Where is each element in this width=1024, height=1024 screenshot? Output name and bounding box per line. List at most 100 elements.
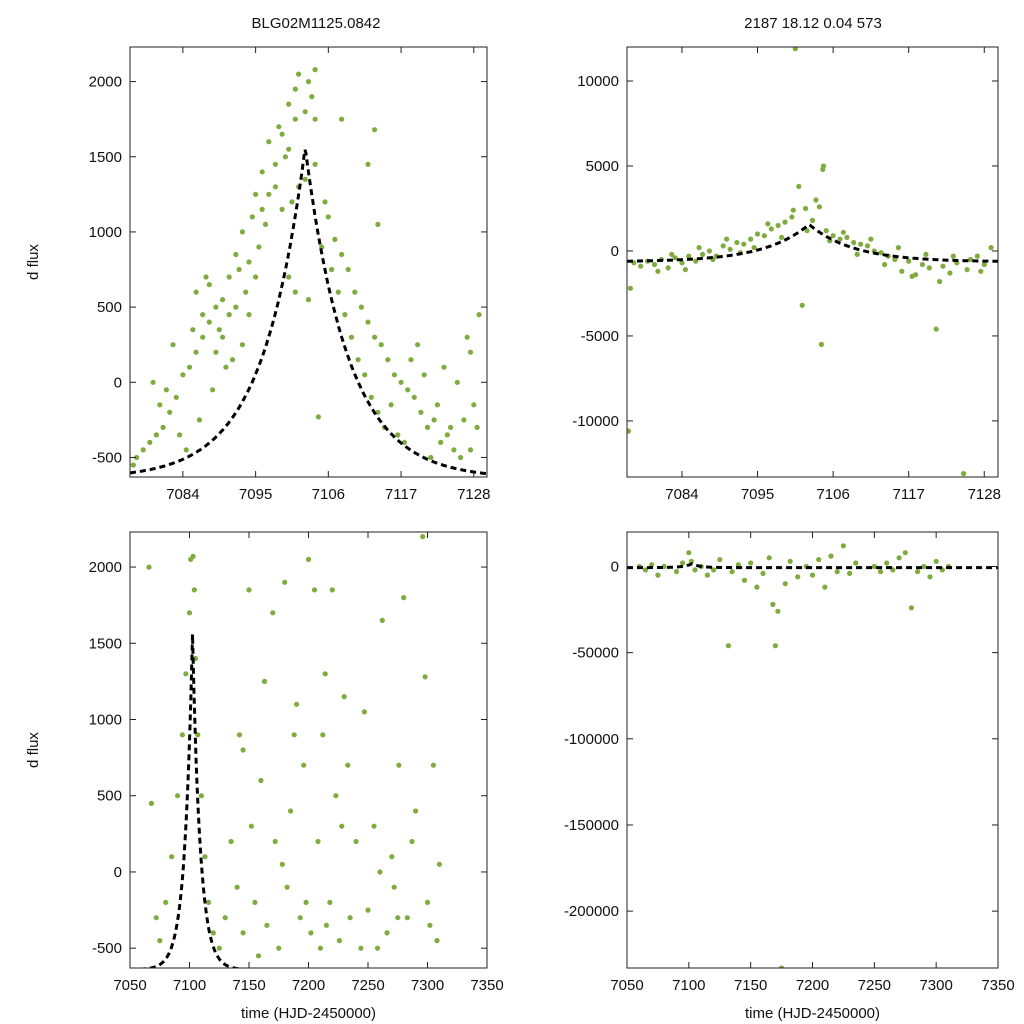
data-point	[864, 243, 871, 249]
data-point	[246, 259, 252, 265]
data-point	[355, 357, 361, 363]
data-point	[451, 447, 457, 453]
data-point	[183, 447, 189, 453]
data-point	[147, 439, 153, 445]
x-tick-label: 7084	[665, 486, 698, 503]
data-point	[655, 268, 661, 274]
data-point	[186, 610, 193, 616]
x-tick-label: 7095	[239, 486, 272, 503]
points-bottom-right	[636, 543, 952, 968]
data-point	[327, 899, 333, 906]
data-point	[332, 236, 338, 242]
data-point	[430, 762, 436, 768]
data-point	[391, 372, 397, 378]
data-point	[926, 265, 932, 271]
data-point	[202, 854, 208, 860]
data-point	[401, 595, 407, 601]
data-point	[751, 245, 757, 251]
data-point	[196, 417, 202, 423]
model-curve	[130, 149, 487, 476]
data-point	[476, 312, 482, 318]
data-point	[950, 253, 956, 259]
data-point	[431, 417, 437, 423]
data-point	[790, 207, 796, 213]
data-point	[246, 587, 252, 593]
data-point	[461, 417, 467, 423]
data-point	[239, 342, 245, 348]
data-point	[336, 938, 342, 944]
data-point	[329, 587, 335, 593]
data-point	[988, 245, 994, 251]
data-point	[130, 462, 136, 468]
data-point	[830, 233, 836, 239]
data-point	[906, 258, 912, 264]
data-point	[711, 567, 717, 573]
data-point	[915, 569, 921, 575]
data-point	[804, 228, 810, 234]
data-point	[444, 432, 450, 438]
data-point	[409, 838, 415, 845]
points-top-left	[130, 67, 482, 468]
data-point	[288, 808, 294, 814]
y-tick-label: 0	[114, 864, 122, 881]
data-point	[272, 184, 278, 190]
data-point	[234, 884, 240, 890]
data-point	[345, 762, 351, 768]
panel-bottom-right: 7050 7100 7150 7200 7250 7300 7350 -200000 -1500…	[564, 531, 1015, 1022]
data-point	[216, 327, 222, 333]
data-point	[279, 131, 285, 137]
data-point	[203, 274, 209, 280]
data-point	[210, 387, 216, 393]
data-point	[748, 236, 754, 242]
data-point	[940, 263, 946, 269]
data-point	[424, 424, 431, 430]
data-point	[834, 569, 840, 575]
x-tick-label: 7200	[796, 977, 829, 994]
data-point	[157, 938, 163, 944]
model-curve	[627, 562, 998, 570]
data-point	[787, 558, 793, 564]
x-tick-label: 7117	[385, 486, 417, 503]
data-point	[927, 574, 933, 580]
data-point	[682, 267, 689, 273]
data-point	[319, 244, 325, 250]
data-point	[226, 274, 232, 280]
data-point	[249, 214, 255, 220]
x-tick-label: 7050	[113, 977, 146, 994]
data-point	[779, 234, 785, 240]
plot-frame	[626, 531, 999, 969]
data-point	[770, 601, 776, 608]
model-curve	[627, 223, 998, 263]
data-point	[333, 793, 339, 799]
data-point	[223, 364, 229, 370]
data-point	[279, 861, 285, 867]
y-tick-label: 500	[97, 299, 122, 316]
data-point	[937, 278, 943, 285]
data-point	[259, 206, 265, 212]
data-point	[398, 379, 404, 385]
x-tick-label: 7100	[173, 977, 206, 994]
x-tick-label: 7350	[470, 977, 503, 994]
data-point	[704, 572, 711, 578]
data-point	[308, 930, 314, 936]
data-point	[882, 261, 888, 268]
x-tick-label: 7350	[981, 977, 1014, 994]
data-point	[282, 154, 288, 160]
data-point	[792, 47, 798, 52]
figure-title-left: BLG02M1125.0842	[252, 15, 381, 32]
data-point	[339, 251, 345, 258]
data-point	[388, 402, 394, 408]
data-point	[253, 274, 259, 280]
data-point	[384, 930, 390, 936]
data-point	[198, 793, 204, 799]
x-axis-label: time (HJD-2450000)	[745, 1005, 880, 1022]
data-point	[255, 953, 262, 959]
data-point	[216, 945, 222, 951]
data-point	[679, 260, 685, 266]
data-point	[236, 266, 242, 273]
data-point	[947, 270, 953, 276]
data-point	[919, 261, 926, 268]
data-point	[377, 869, 383, 875]
data-point	[655, 572, 661, 578]
data-point	[279, 206, 285, 212]
